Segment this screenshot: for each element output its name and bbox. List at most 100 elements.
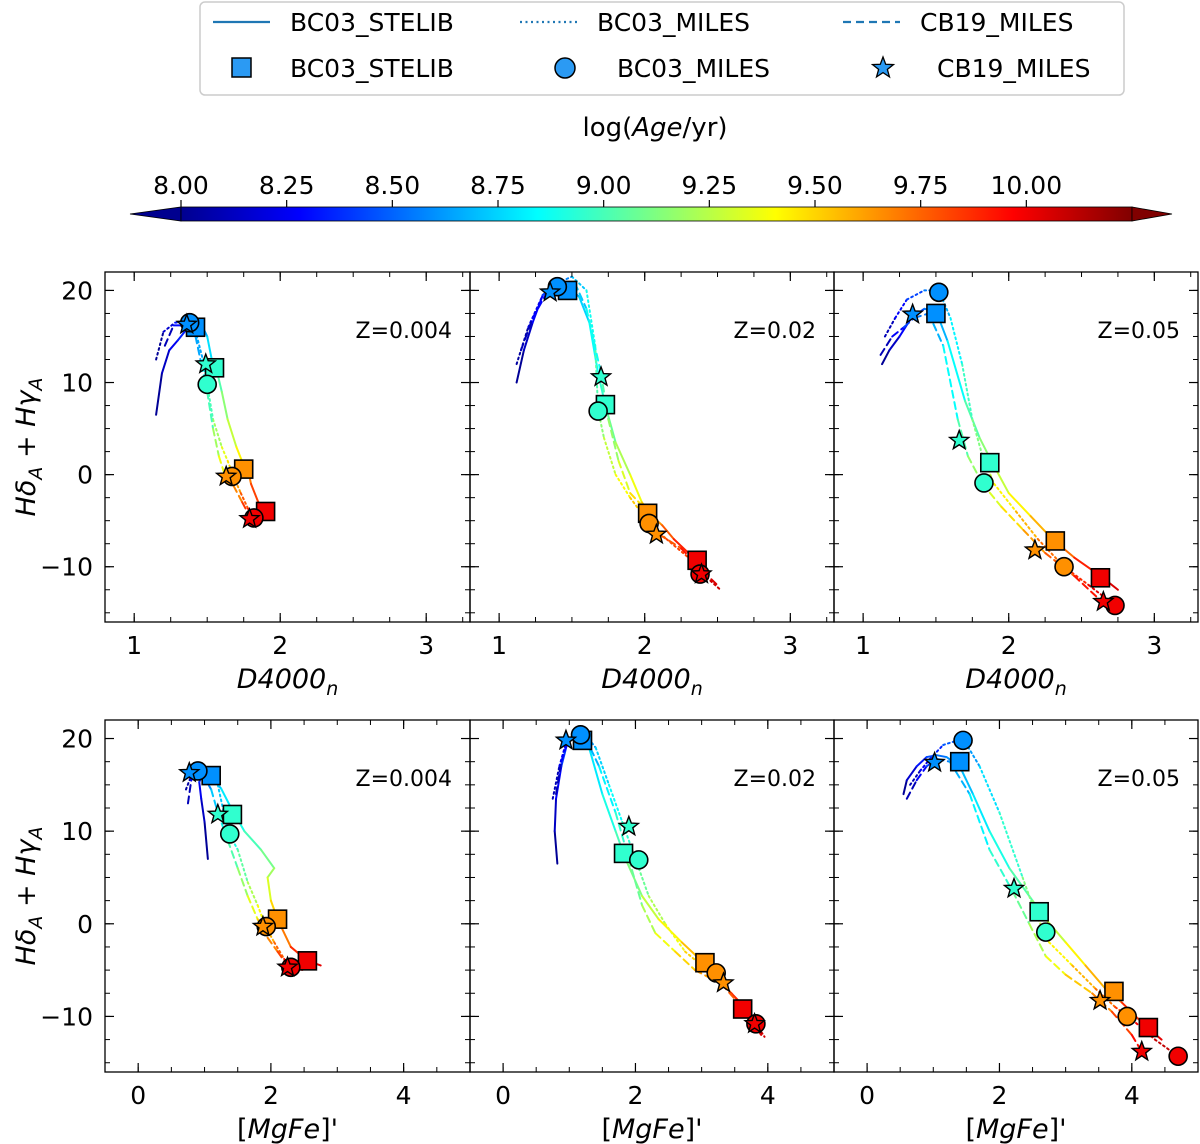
series-segment [629, 492, 649, 513]
marker-bc03-stelib-square [1029, 901, 1049, 922]
series-segment [614, 473, 632, 499]
colorbar-tick-label: 10.00 [991, 171, 1063, 200]
panel-mgfe-z0004: 0 2 4 −10 0 10 20 Z=0.004 [MgFe]' HδA + HγA [11, 719, 471, 1144]
series-segment [266, 867, 276, 879]
marker-bc03-miles-circle [929, 282, 949, 303]
y-tick-label: 10 [61, 817, 93, 846]
marker-cb19-miles-star [1023, 538, 1047, 560]
series-segment [988, 830, 1011, 870]
series-segment [629, 473, 643, 504]
series-segment [1064, 973, 1094, 995]
series-segment [627, 857, 644, 907]
series-segment [942, 344, 959, 421]
marker-bc03-stelib-square [1104, 981, 1124, 1002]
legend-label-marker-1: BC03_STELIB [290, 54, 454, 83]
series-segment [993, 482, 1017, 513]
colorbar-tick-label: 8.25 [259, 171, 315, 200]
panel-metallicity-label: Z=0.05 [1098, 767, 1181, 792]
series-bc03-stelib-line [198, 769, 322, 967]
marker-bc03-miles-circle [1054, 556, 1074, 577]
series-segment [1000, 505, 1025, 531]
marker-cb19-miles-star [690, 562, 713, 584]
marker-bc03-miles-circle [1168, 1046, 1188, 1067]
marker-bc03-stelib-square [1090, 567, 1111, 588]
series-segment [607, 418, 620, 462]
series-cb19-miles-line [519, 282, 719, 587]
series-segment [206, 390, 215, 430]
marker-cb19-miles-star [175, 312, 199, 335]
y-axis-label: HδA + HγA [11, 378, 47, 517]
x-tick-label: 1 [491, 631, 507, 660]
marker-bc03-stelib-square [222, 804, 243, 825]
series-segment [971, 418, 984, 458]
series-segment [1011, 890, 1031, 925]
y-tick-label: −10 [40, 1002, 93, 1031]
series-segment [881, 349, 891, 366]
series-segment [631, 848, 650, 897]
series-segment [902, 317, 916, 329]
y-tick-label: 20 [61, 725, 93, 754]
series-segment [915, 756, 928, 768]
x-axis-label: D4000n [237, 664, 339, 700]
series-segment [978, 765, 1001, 814]
series-segment [168, 339, 179, 352]
panel-metallicity-label: Z=0.02 [734, 319, 817, 344]
panel-d4000-z002: 1 2 3 Z=0.02 D4000n [469, 271, 835, 700]
series-segment [198, 781, 203, 800]
series-segment [1073, 574, 1103, 603]
panel-mgfe-z002: 0 2 4 Z=0.02 [MgFe]' [469, 719, 835, 1144]
series-cb19-miles-line [905, 757, 1143, 1053]
series-segment [1008, 867, 1034, 902]
marker-cb19-miles-star [589, 365, 613, 387]
series-segment [961, 363, 974, 421]
marker-cb19-miles-star [1002, 876, 1026, 899]
panel-metallicity-label: Z=0.02 [734, 767, 817, 792]
series-segment [661, 524, 675, 541]
series-segment [946, 340, 967, 402]
legend-circle-marker [554, 57, 576, 79]
series-segment [888, 335, 901, 352]
series-bc03-stelib-line [902, 754, 1163, 1041]
marker-bc03-miles-circle [953, 730, 973, 751]
marker-bc03-stelib-square [979, 452, 1000, 473]
series-segment [935, 754, 948, 759]
series-segment [905, 289, 926, 301]
legend-label-line-3: CB19_MILES [920, 8, 1073, 37]
x-tick-label: 1 [126, 631, 142, 660]
series-cb19-miles-line [163, 324, 261, 525]
panel-d4000-z0004: 1 2 3 −10 0 10 20 Z=0.004 D4000n HδA + HγA [11, 271, 471, 700]
series-segment [203, 820, 209, 860]
colorbar: log(Age/yr) 8.00 8.25 8.50 8.75 9.00 9.25 9.50… [129, 113, 1173, 222]
marker-cb19-miles-star [177, 760, 201, 783]
series-segment [588, 746, 604, 796]
marker-bc03-miles-circle [1035, 922, 1056, 942]
series-segment [555, 760, 563, 796]
series-segment [163, 324, 175, 347]
series-segment [998, 811, 1024, 879]
series-segment [239, 492, 250, 510]
series-bc03-miles-line [155, 320, 261, 522]
y-tick-label: 0 [77, 461, 93, 490]
series-segment [155, 330, 165, 361]
legend-label-line-2: BC03_MILES [597, 8, 750, 37]
colorbar-extend-low [129, 206, 182, 222]
marker-cb19-miles-star [214, 464, 238, 487]
legend-label-marker-3: CB19_MILES [937, 54, 1090, 83]
series-segment [246, 895, 259, 921]
marker-cb19-miles-star [251, 914, 275, 937]
y-tick-label: 10 [61, 369, 93, 398]
series-segment [915, 765, 928, 782]
series-segment [243, 830, 262, 851]
series-segment [266, 936, 279, 953]
panel-metallicity-label: Z=0.004 [356, 319, 453, 344]
series-segment [220, 446, 229, 462]
series-segment [162, 321, 177, 333]
series-segment [578, 295, 591, 324]
series-segment [1153, 1038, 1180, 1058]
series-segment [266, 876, 272, 902]
x-tick-label: 4 [1124, 1081, 1140, 1110]
colorbar-tick-label: 8.00 [153, 171, 209, 200]
colorbar-tick-label: 8.50 [364, 171, 420, 200]
series-segment [928, 744, 945, 760]
panel-mgfe-z005: 0 2 4 Z=0.05 [MgFe]' [833, 719, 1199, 1144]
